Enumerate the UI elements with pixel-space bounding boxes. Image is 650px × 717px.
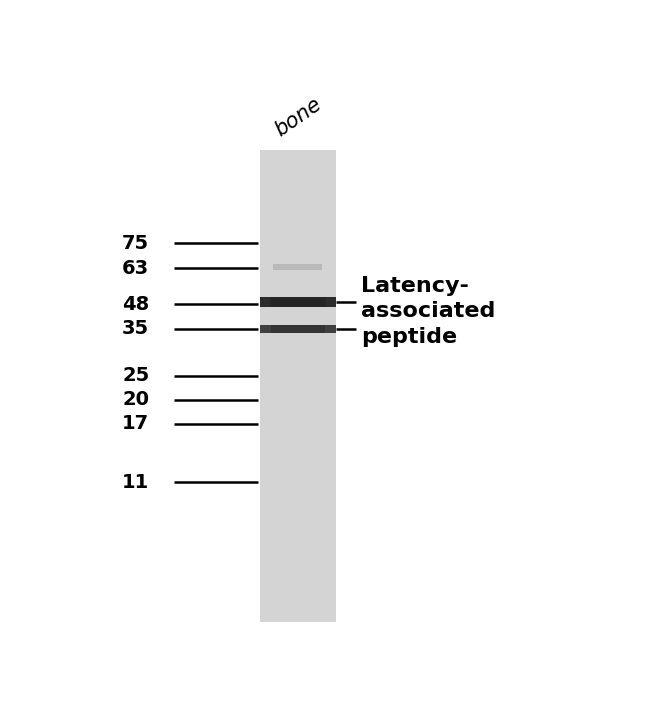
Text: 20: 20: [122, 390, 150, 409]
Bar: [260, 150, 335, 622]
Text: 35: 35: [122, 320, 150, 338]
Bar: [270, 325, 325, 333]
Bar: [270, 298, 326, 308]
Text: 63: 63: [122, 259, 150, 277]
Text: bone: bone: [271, 94, 325, 140]
Text: 75: 75: [122, 234, 150, 253]
Text: 11: 11: [122, 473, 150, 492]
Text: 48: 48: [122, 295, 150, 313]
Bar: [273, 265, 322, 270]
Bar: [260, 298, 335, 308]
Text: Latency-
associated
peptide: Latency- associated peptide: [361, 276, 495, 347]
Text: 25: 25: [122, 366, 150, 385]
Text: 17: 17: [122, 414, 150, 433]
Bar: [260, 325, 335, 333]
